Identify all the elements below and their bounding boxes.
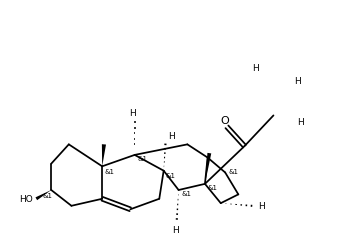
Text: H: H [258, 202, 265, 210]
Text: &1: &1 [105, 168, 115, 174]
Text: &1: &1 [229, 168, 239, 174]
Text: H: H [168, 132, 175, 140]
Text: H: H [297, 118, 304, 127]
Polygon shape [205, 153, 211, 184]
Text: H: H [129, 109, 135, 118]
Text: H: H [172, 225, 179, 234]
Text: &1: &1 [137, 155, 147, 161]
Text: &1: &1 [208, 185, 218, 191]
Text: &1: &1 [181, 190, 191, 196]
Polygon shape [35, 190, 51, 200]
Text: &1: &1 [42, 192, 52, 198]
Text: H: H [295, 77, 301, 85]
Polygon shape [102, 145, 106, 167]
Text: &1: &1 [165, 172, 176, 178]
Text: HO: HO [19, 195, 33, 203]
Text: H: H [252, 63, 258, 72]
Text: O: O [220, 115, 228, 125]
